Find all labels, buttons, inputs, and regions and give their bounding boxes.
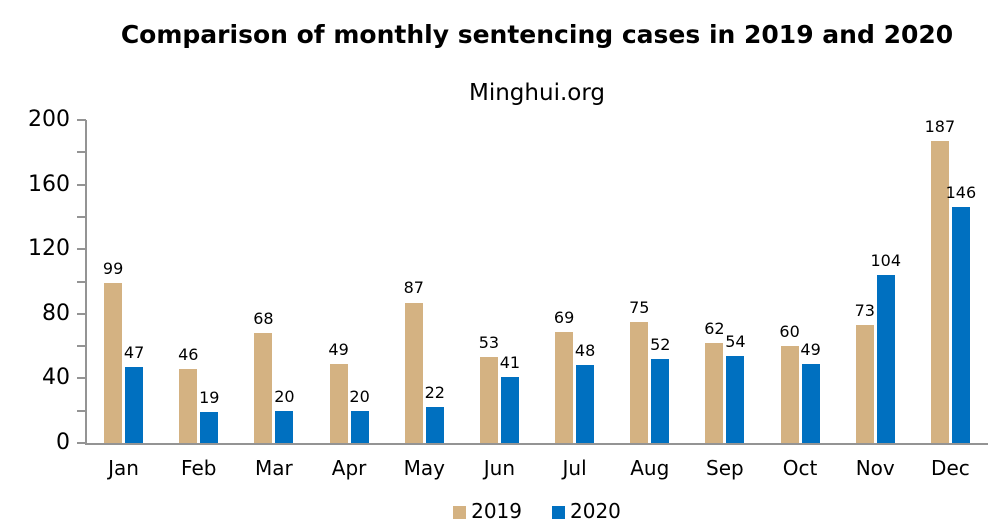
x-axis-label-mar: Mar — [255, 456, 293, 480]
bar-2019-mar — [254, 333, 273, 443]
y-axis-line — [85, 120, 87, 444]
bar-2019-aug — [630, 321, 649, 443]
x-axis-label-oct: Oct — [782, 456, 818, 480]
bar-value-label-2019-jan: 99 — [102, 259, 124, 279]
bar-value-label-2019-jul: 69 — [553, 307, 575, 327]
x-axis-label-may: May — [403, 456, 445, 480]
bar-2020-jan — [125, 367, 144, 443]
bar-2019-may — [404, 302, 423, 443]
x-axis-line — [85, 443, 988, 445]
bar-2020-dec — [951, 207, 970, 443]
y-axis-tick-180 — [77, 151, 86, 154]
y-axis-tick-0 — [77, 442, 86, 444]
y-axis-tick-100 — [77, 280, 86, 283]
bar-2019-dec — [930, 141, 949, 443]
bar-2019-jan — [104, 283, 123, 443]
y-axis-tick-60 — [77, 345, 86, 348]
x-axis-label-feb: Feb — [181, 456, 217, 480]
y-axis-label-0: 0 — [56, 430, 70, 455]
bar-value-label-2020-jun: 41 — [499, 352, 521, 372]
bar-value-label-2020-jul: 48 — [574, 341, 596, 361]
y-axis-tick-120 — [77, 248, 86, 251]
bar-2020-jun — [500, 376, 519, 443]
bar-2019-jun — [479, 357, 498, 443]
bar-2020-may — [425, 407, 444, 443]
bar-2020-apr — [350, 410, 369, 443]
y-axis-label-200: 200 — [28, 107, 70, 132]
plot-area: 99 47 46 19 68 20 49 20 87 22 53 41 69 48 75 52 62 54 60 49… — [86, 117, 988, 443]
bar-2020-feb — [200, 412, 219, 443]
bar-2020-mar — [275, 410, 294, 443]
bar-value-label-2020-jan: 47 — [123, 343, 145, 363]
bar-2019-nov — [855, 325, 874, 443]
y-axis-tick-40 — [77, 377, 86, 380]
x-axis-label-sep: Sep — [706, 456, 744, 480]
x-axis-label-jan: Jan — [108, 456, 139, 480]
bar-value-label-2019-apr: 49 — [328, 339, 349, 359]
bar-value-label-2020-apr: 20 — [349, 386, 370, 406]
x-axis-label-aug: Aug — [630, 456, 670, 480]
y-axis-tick-140 — [77, 215, 86, 218]
x-axis-label-jun: Jun — [483, 456, 516, 480]
chart-subtitle: Minghui.org — [469, 80, 605, 106]
bar-value-label-2019-sep: 62 — [704, 318, 725, 338]
y-axis-label-120: 120 — [28, 236, 70, 262]
bar-value-label-2020-mar: 20 — [274, 386, 295, 406]
bar-value-label-2020-oct: 49 — [800, 339, 821, 359]
bar-value-label-2020-sep: 54 — [725, 331, 746, 351]
legend-label-2020: 2020 — [570, 499, 621, 523]
y-axis-tick-20 — [77, 409, 86, 412]
x-axis-label-jul: Jul — [562, 456, 587, 480]
legend-item-2020: 2020 — [552, 499, 621, 523]
y-axis-tick-200 — [77, 119, 86, 121]
bar-2020-oct — [801, 363, 820, 443]
bar-value-label-2020-may: 22 — [424, 383, 445, 403]
bar-2020-nov — [876, 275, 895, 443]
bar-2019-apr — [329, 363, 348, 443]
x-axis-label-apr: Apr — [331, 456, 367, 480]
bar-value-label-2020-aug: 52 — [650, 335, 671, 355]
legend: 2019 2020 — [86, 499, 988, 523]
bar-value-label-2019-may: 87 — [403, 278, 424, 298]
legend-swatch-2020 — [552, 505, 565, 519]
bar-value-label-2019-nov: 73 — [854, 301, 875, 321]
bar-value-label-2019-oct: 60 — [779, 322, 800, 342]
bar-2019-feb — [179, 368, 198, 443]
x-axis-label-nov: Nov — [855, 456, 895, 480]
y-axis-label-160: 160 — [28, 171, 70, 197]
bar-value-label-2019-dec: 187 — [924, 117, 956, 136]
bar-value-label-2020-nov: 104 — [870, 251, 902, 271]
bar-2020-aug — [651, 359, 670, 443]
bar-value-label-2020-feb: 19 — [199, 388, 220, 408]
y-axis-tick-160 — [77, 183, 86, 186]
bar-value-label-2019-jun: 53 — [478, 333, 500, 353]
legend-label-2019: 2019 — [471, 499, 522, 523]
bar-2020-jul — [576, 365, 595, 443]
chart-title: Comparison of monthly sentencing cases i… — [120, 20, 954, 49]
y-axis-label-80: 80 — [42, 300, 70, 326]
bar-2019-oct — [780, 346, 799, 443]
bar-value-label-2019-aug: 75 — [629, 297, 650, 317]
y-axis-label-40: 40 — [42, 365, 70, 391]
bar-value-label-2019-feb: 46 — [178, 344, 199, 364]
bar-2019-sep — [705, 342, 724, 443]
y-axis-tick-80 — [77, 312, 86, 315]
bar-2020-sep — [726, 355, 745, 443]
legend-item-2019: 2019 — [453, 499, 522, 523]
legend-swatch-2019 — [453, 505, 467, 519]
bar-value-label-2019-mar: 68 — [253, 309, 274, 329]
bar-2019-jul — [555, 331, 574, 443]
x-axis-label-dec: Dec — [931, 456, 970, 480]
bar-value-label-2020-dec: 146 — [945, 183, 977, 203]
